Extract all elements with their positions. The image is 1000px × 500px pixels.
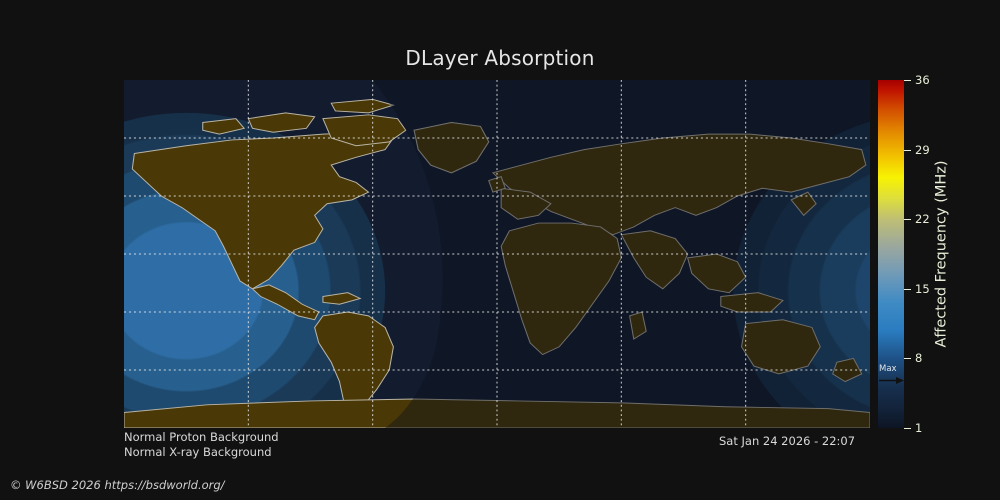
proton-background-note: Normal Proton Background [124, 430, 279, 444]
colorbar-tick-mark [904, 358, 911, 360]
colorbar-tick-mark [904, 149, 911, 151]
colorbar-gradient [878, 80, 904, 428]
colorbar-axis-label: Affected Frequency (MHz) [930, 80, 954, 428]
colorbar-tick-label: 22 [915, 212, 930, 227]
colorbar-tick-label: 8 [915, 351, 923, 366]
colorbar-tick-label: 36 [915, 73, 930, 87]
colorbar-axis-label-text: Affected Frequency (MHz) [934, 160, 951, 348]
colorbar-tick-mark [904, 80, 911, 81]
colorbar-tick-mark [904, 288, 911, 290]
timestamp: Sat Jan 24 2026 - 22:07 [719, 434, 856, 448]
landmasses [124, 98, 870, 428]
colorbar-ticks: 36 29 22 15 8 1 [904, 73, 964, 435]
world-map-svg [124, 80, 870, 428]
max-label: Max [879, 364, 897, 374]
xray-background-note: Normal X-ray Background [124, 445, 272, 459]
credit-line: © W6BSD 2026 https://bsdworld.org/ [10, 478, 225, 492]
colorbar-tick-label: 15 [915, 281, 930, 296]
colorbar-tick-label: 29 [915, 142, 930, 157]
colorbar[interactable] [878, 80, 904, 428]
page-title: DLayer Absorption [405, 46, 595, 70]
colorbar-max-annotation: Max [878, 364, 904, 388]
max-arrow-icon [879, 377, 904, 384]
colorbar-tick-mark [904, 428, 911, 429]
world-map-panel[interactable] [124, 80, 870, 428]
colorbar-tick-label: 1 [915, 421, 923, 435]
colorbar-tick-mark [904, 219, 911, 221]
